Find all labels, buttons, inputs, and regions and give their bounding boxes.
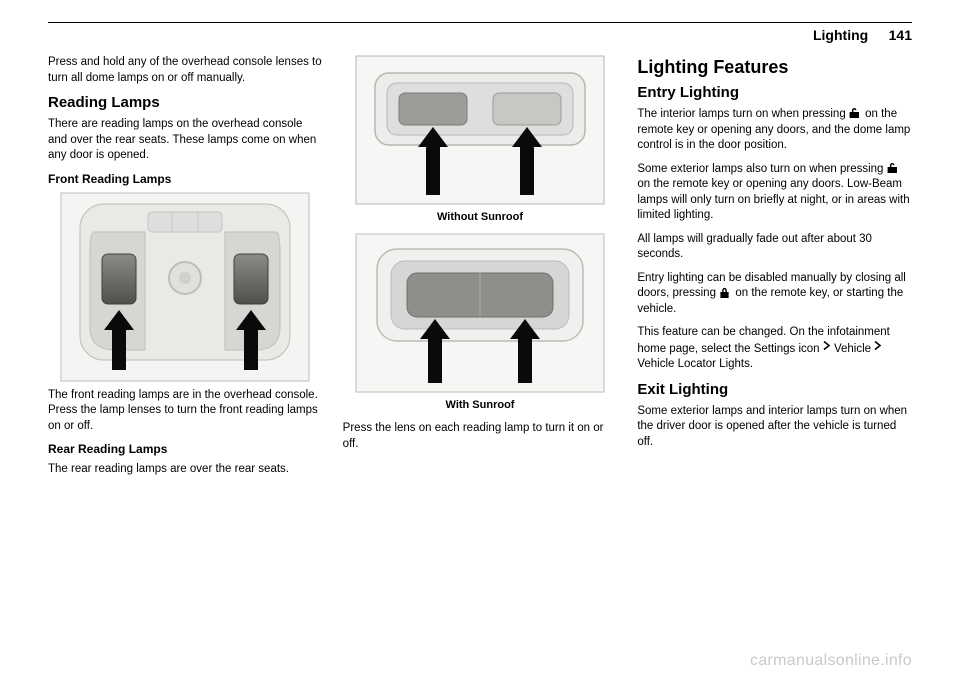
figure-without-sunroof <box>343 55 618 205</box>
caption-with-sunroof: With Sunroof <box>343 399 618 411</box>
text-exit-1: Some exterior lamps and interior lamps t… <box>637 404 912 451</box>
text-entry-5c: Vehicle Locator Lights. <box>637 358 753 370</box>
text-front-reading: The front reading lamps are in the overh… <box>48 388 323 435</box>
caption-without-sunroof: Without Sunroof <box>343 211 618 223</box>
header-page-number: 141 <box>889 27 912 43</box>
text-entry-3: All lamps will gradually fade out after … <box>637 232 912 263</box>
text-dome-lamps: Press and hold any of the overhead conso… <box>48 55 323 86</box>
heading-front-reading: Front Reading Lamps <box>48 172 323 186</box>
column-2: Without Sunroof With Sunroof Press the l… <box>343 55 618 486</box>
text-entry-4: Entry lighting can be disabled manually … <box>637 271 912 318</box>
content-columns: Press and hold any of the overhead conso… <box>48 55 912 486</box>
header-title: Lighting <box>813 27 868 43</box>
chevron-icon <box>823 340 831 356</box>
figure-with-sunroof <box>343 233 618 393</box>
text-press-lens: Press the lens on each reading lamp to t… <box>343 421 618 452</box>
heading-entry-lighting: Entry Lighting <box>637 84 912 101</box>
text-entry-2b: on the remote key or opening any doors. … <box>637 178 909 221</box>
unlock-icon <box>887 162 900 173</box>
chevron-icon <box>874 340 882 356</box>
figure-overhead-console <box>48 192 323 382</box>
column-3: Lighting Features Entry Lighting The int… <box>637 55 912 486</box>
lock-icon <box>719 287 732 298</box>
heading-rear-reading: Rear Reading Lamps <box>48 442 323 456</box>
heading-lighting-features: Lighting Features <box>637 57 912 78</box>
heading-reading-lamps: Reading Lamps <box>48 94 323 111</box>
page-header: Lighting 141 <box>48 22 912 45</box>
text-reading-lamps: There are reading lamps on the overhead … <box>48 117 323 164</box>
text-entry-1a: The interior lamps turn on when pressing <box>637 108 849 120</box>
text-entry-1: The interior lamps turn on when pressing… <box>637 107 912 154</box>
unlock-icon <box>849 107 862 118</box>
column-1: Press and hold any of the overhead conso… <box>48 55 323 486</box>
text-entry-5b: Vehicle <box>834 343 874 355</box>
watermark: carmanualsonline.info <box>750 652 912 670</box>
text-rear-reading: The rear reading lamps are over the rear… <box>48 462 323 478</box>
text-entry-2a: Some exterior lamps also turn on when pr… <box>637 163 886 175</box>
text-entry-5: This feature can be changed. On the info… <box>637 325 912 372</box>
heading-exit-lighting: Exit Lighting <box>637 381 912 398</box>
text-entry-2: Some exterior lamps also turn on when pr… <box>637 162 912 224</box>
